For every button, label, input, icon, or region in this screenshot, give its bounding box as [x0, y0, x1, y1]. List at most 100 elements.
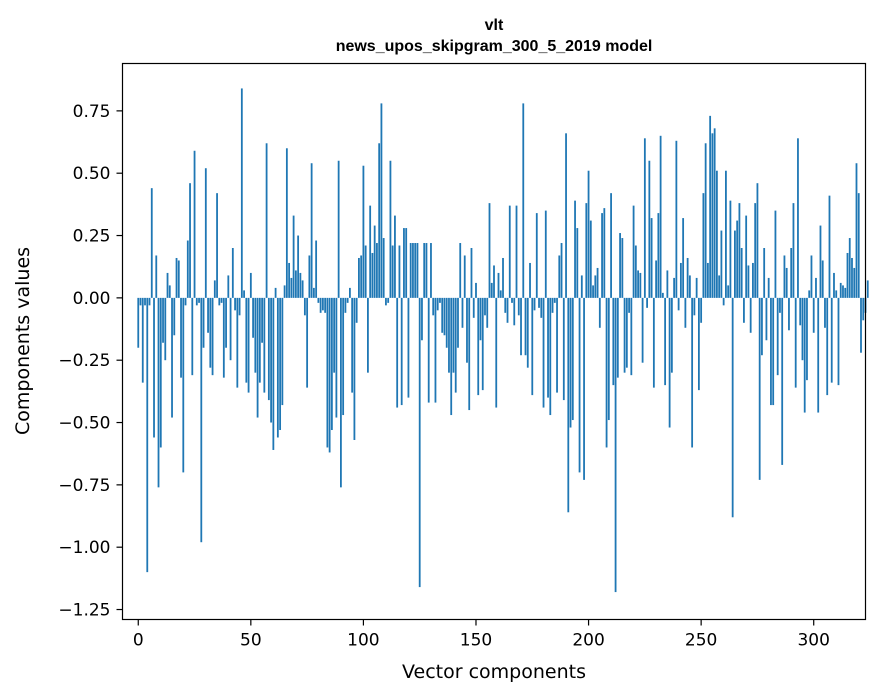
bar [385, 297, 387, 306]
bar [770, 297, 772, 406]
bar [448, 297, 450, 373]
bar [182, 297, 185, 473]
bar [808, 290, 811, 298]
bar [159, 297, 162, 448]
bar [848, 238, 851, 298]
bar [522, 103, 525, 298]
bar [704, 143, 707, 298]
bar [198, 297, 200, 303]
bar [776, 297, 779, 376]
bar [263, 297, 266, 393]
bar [709, 115, 712, 298]
bar [547, 297, 549, 398]
bar [540, 297, 543, 318]
bar [560, 243, 563, 298]
bar [468, 297, 471, 411]
bar [148, 297, 151, 306]
bar [740, 248, 743, 298]
bar [240, 88, 243, 298]
bar [578, 297, 581, 473]
bar [452, 297, 455, 373]
bar [700, 297, 703, 323]
bar [310, 163, 313, 298]
bar [716, 170, 718, 298]
bar [497, 272, 500, 298]
bar [499, 290, 502, 298]
bar [328, 297, 331, 453]
y-axis-label: Components values [12, 247, 34, 435]
bar [727, 285, 730, 298]
bar [342, 297, 345, 416]
bar [549, 297, 552, 416]
bar [258, 297, 261, 383]
bar [324, 297, 327, 313]
bar [195, 297, 198, 306]
bar [612, 297, 615, 386]
bar [580, 275, 583, 298]
bar [592, 285, 594, 298]
bar [245, 297, 248, 383]
bar [146, 297, 149, 573]
bar [434, 297, 437, 403]
bar [556, 297, 558, 393]
bar [551, 297, 554, 313]
bar [166, 272, 169, 298]
bar [598, 297, 601, 328]
bar [216, 193, 218, 298]
bar [222, 297, 225, 378]
bar [378, 143, 381, 298]
bar [360, 255, 363, 298]
bar [281, 297, 284, 406]
bar [502, 257, 504, 298]
bar [193, 150, 196, 298]
bar [495, 297, 498, 408]
bar [713, 128, 716, 298]
bar [367, 297, 369, 373]
bar [229, 297, 232, 361]
bar [326, 297, 329, 448]
bar [720, 230, 723, 298]
bar [416, 243, 419, 298]
bar [312, 287, 315, 298]
bar [752, 262, 754, 298]
bar [373, 225, 376, 298]
bar [574, 200, 576, 298]
bar [650, 218, 653, 298]
bar [412, 243, 414, 298]
bar [211, 297, 214, 376]
bar [351, 297, 354, 393]
bar [725, 170, 727, 298]
bar [544, 210, 547, 298]
plot-frame [121, 62, 867, 621]
bar [603, 208, 606, 298]
bar [810, 255, 813, 298]
bar [337, 160, 340, 298]
bar [722, 297, 725, 306]
bar [308, 255, 311, 298]
bars-group [137, 88, 869, 593]
bar [150, 188, 153, 298]
bar [396, 297, 399, 408]
bar [601, 213, 603, 298]
bar [137, 297, 140, 348]
bar [340, 297, 342, 488]
bar [511, 297, 513, 303]
bar [490, 282, 493, 298]
bar [218, 297, 221, 306]
bar [362, 165, 365, 298]
bar [220, 297, 223, 303]
bar [675, 140, 678, 298]
bar [641, 297, 644, 363]
bar [524, 297, 527, 356]
bar [333, 297, 336, 373]
bar [445, 297, 448, 348]
bar [141, 297, 144, 383]
bar [711, 133, 714, 298]
bar [177, 260, 180, 298]
y-tick-label: 0.75 [73, 102, 111, 122]
bar [614, 297, 617, 593]
bar [425, 243, 428, 298]
bar [607, 297, 610, 421]
bar [335, 297, 338, 418]
bar [833, 272, 835, 298]
